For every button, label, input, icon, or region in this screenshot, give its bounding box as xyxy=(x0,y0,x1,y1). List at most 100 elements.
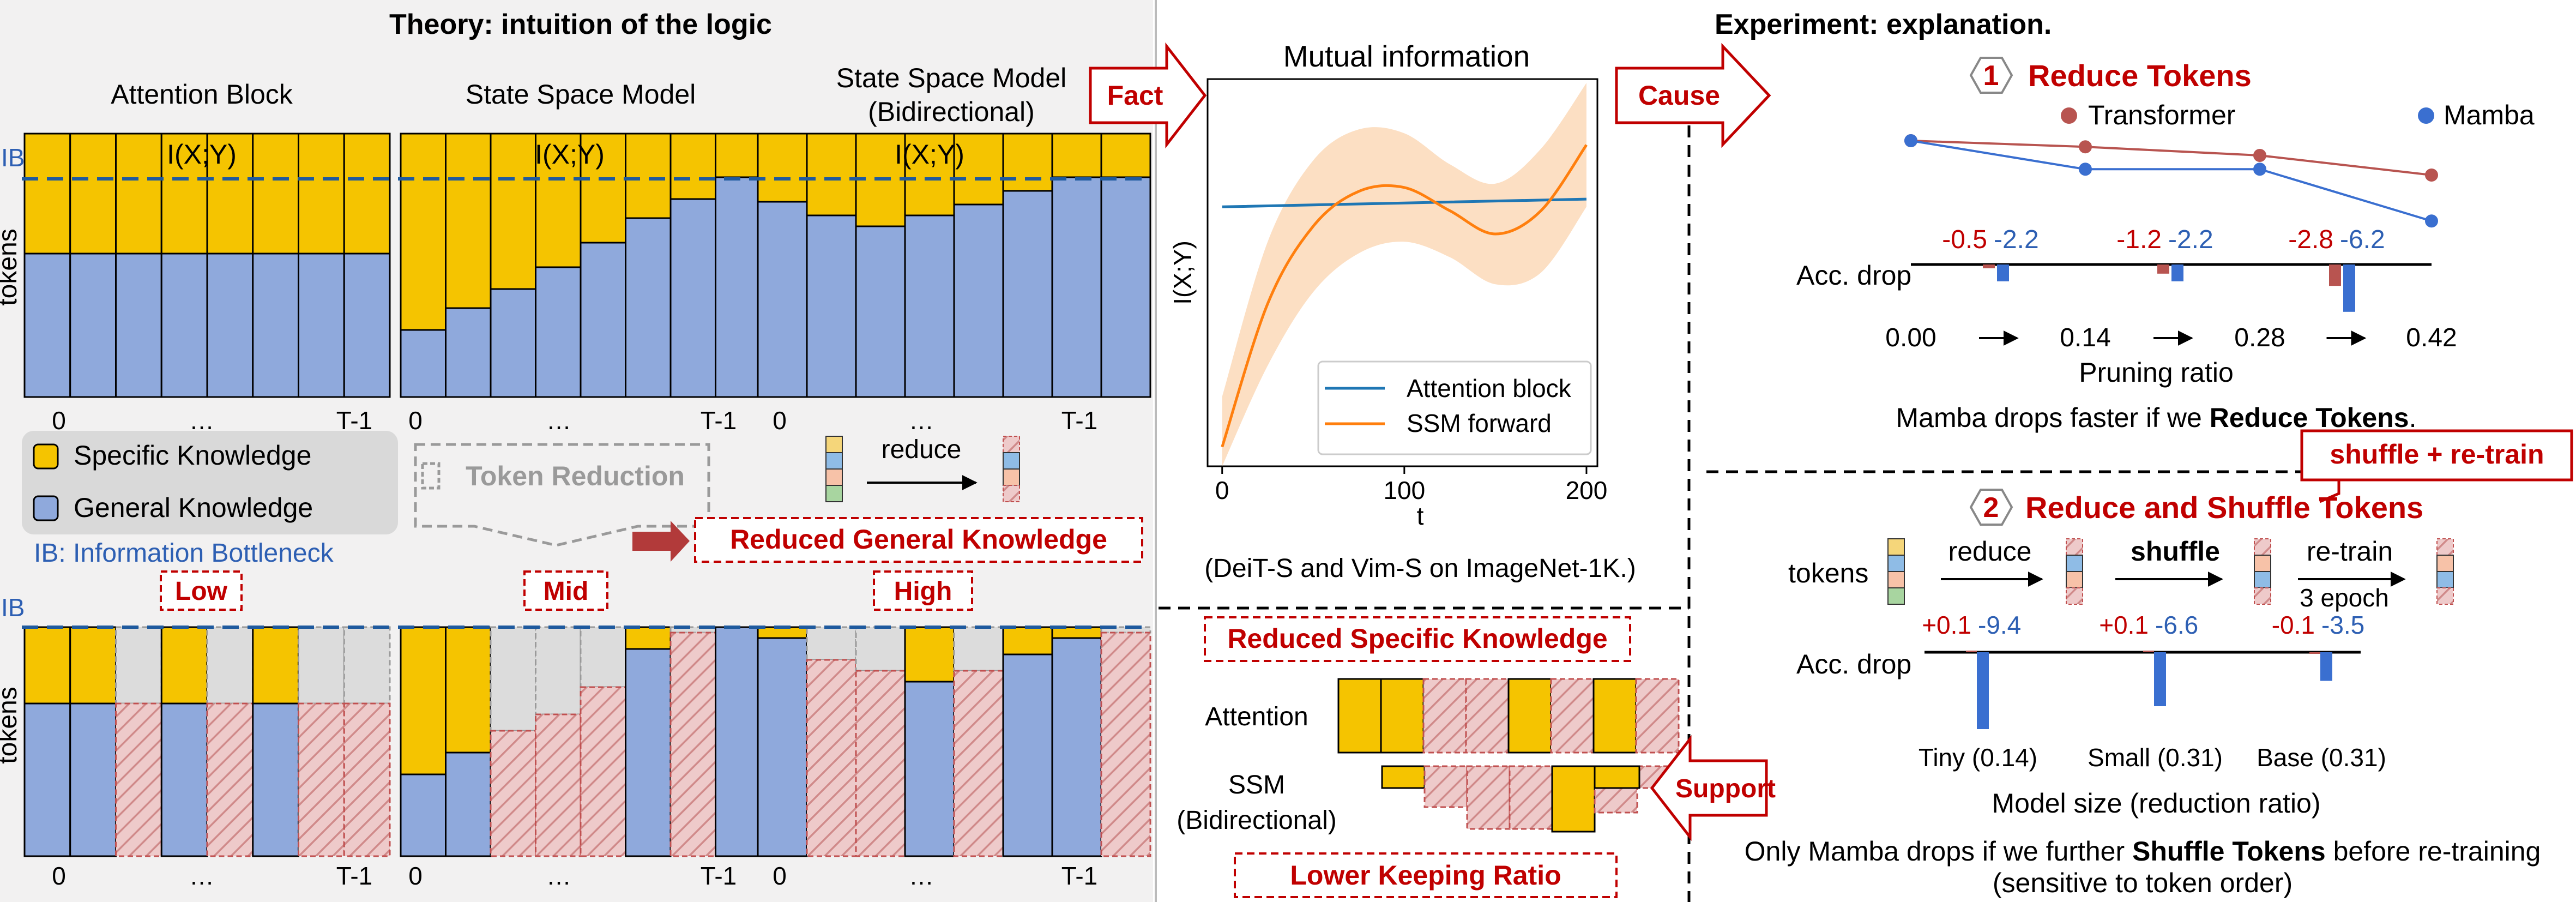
reduced-general-label: Reduced General Knowledge xyxy=(730,524,1107,555)
mamba-drop-label: -2.2 xyxy=(1994,225,2039,254)
pipeline-token-removed xyxy=(2066,538,2083,556)
mamba-drop-label: -3.5 xyxy=(2321,611,2364,639)
x-start: 0 xyxy=(52,862,66,890)
removed-specific-bar xyxy=(535,626,582,715)
reduced-specific-box xyxy=(1204,616,1631,662)
token-reduction-callout xyxy=(414,443,710,547)
mamba-drop-bar xyxy=(1977,652,1989,729)
general-bar xyxy=(445,307,492,398)
x-dots: … xyxy=(189,862,214,890)
mamba-trend-line xyxy=(1910,140,2432,223)
transformer-drop-label: -0.5 xyxy=(1942,225,1987,254)
transformer-point xyxy=(2425,169,2438,182)
level-mid-box xyxy=(523,570,608,611)
x-dots: … xyxy=(909,406,934,435)
specific-bar xyxy=(23,626,71,705)
transformer-drop-label: +0.1 xyxy=(2099,611,2149,639)
col-title-ssm-bidir-sub: (Bidirectional) xyxy=(868,97,1035,127)
experiment-title: Experiment: explanation. xyxy=(1715,9,2052,40)
transformer-drop-bar xyxy=(2329,264,2341,286)
removed-specific-bar xyxy=(298,626,345,705)
bar-group-bottom xyxy=(400,626,762,857)
pipeline-token xyxy=(1887,571,1905,588)
token-reduction-label: Token Reduction xyxy=(466,461,685,491)
removed-general-bar xyxy=(580,686,626,857)
specific-bar xyxy=(298,133,345,255)
ssm-token-kept xyxy=(1594,765,1640,789)
general-bar xyxy=(69,252,117,398)
general-bar xyxy=(1100,176,1151,398)
specific-bar xyxy=(445,626,492,754)
shuffle-retrain-box xyxy=(2300,429,2573,482)
specific-bar xyxy=(252,133,299,255)
x-tick-label: 200 xyxy=(1566,476,1608,504)
support-label: Support xyxy=(1675,774,1776,803)
specific-bar xyxy=(343,133,391,255)
pipeline-token-removed xyxy=(2436,587,2454,605)
reduce-label: reduce xyxy=(882,435,962,464)
specific-bar xyxy=(69,626,117,705)
legend-general-swatch xyxy=(33,495,59,521)
pipeline-token-removed xyxy=(2436,538,2454,556)
specific-bar xyxy=(669,133,716,200)
specific-bar xyxy=(160,133,208,255)
ixy-label-2: I(X;Y) xyxy=(535,139,605,170)
col-title-ssm: State Space Model xyxy=(466,79,696,110)
bar-group-bottom xyxy=(23,626,391,857)
specific-bar xyxy=(1051,133,1102,178)
mamba-drop-label: -2.2 xyxy=(2168,225,2213,254)
level-low-label: Low xyxy=(175,577,228,606)
keeping-ratio-diagram xyxy=(1337,678,1681,833)
specific-bar xyxy=(23,133,71,255)
general-bar xyxy=(1051,637,1102,857)
removed-specific-bar xyxy=(206,626,254,705)
general-bar xyxy=(490,288,536,398)
dataset-note: (DeiT-S and Vim-S on ImageNet-1K.) xyxy=(1204,554,1636,583)
top-x-labels: 0 … T-1 0 … T-1 0 … T-1 xyxy=(52,406,1097,435)
bar-group-bottom xyxy=(757,626,1151,857)
pruning-ratio-tick: 0.28 xyxy=(2234,323,2285,352)
attention-row-label: Attention xyxy=(1205,702,1308,731)
token-cell xyxy=(825,468,843,486)
specific-bar xyxy=(115,133,162,255)
model-size-label: Model size (reduction ratio) xyxy=(1992,788,2320,819)
caption-2-line2: (sensitive to token order) xyxy=(1993,868,2293,898)
model-size-tick: Small (0.31) xyxy=(2088,743,2223,772)
x-end: T-1 xyxy=(336,406,372,435)
shuffle-retrain-pointer xyxy=(2319,480,2340,503)
caption-2: Only Mamba drops if we further Shuffle T… xyxy=(1745,836,2541,867)
general-bar xyxy=(1002,653,1053,857)
specific-bar xyxy=(535,133,582,268)
legend-specific-label: Specific Knowledge xyxy=(74,440,311,471)
ib-label-bottom: IB xyxy=(1,593,25,622)
x-dots: … xyxy=(546,862,571,890)
col-title-attention: Attention Block xyxy=(111,79,293,110)
general-bar xyxy=(206,252,254,398)
ixy-label-1: I(X;Y) xyxy=(167,139,237,170)
removed-specific-bar xyxy=(806,626,857,661)
step1-number: 1 xyxy=(1983,60,1999,92)
legend-transformer-label: Transformer xyxy=(2088,100,2235,130)
transformer-drop-bar xyxy=(2157,264,2169,274)
col-title-ssm-bidir: State Space Model xyxy=(836,63,1067,93)
general-bar xyxy=(1002,190,1053,398)
general-bar xyxy=(160,702,208,857)
general-bar xyxy=(904,681,955,857)
tokens-axis-label-top: tokens xyxy=(0,228,22,305)
general-bar xyxy=(904,214,955,398)
removed-general-bar xyxy=(1100,632,1151,857)
legend-specific-swatch xyxy=(33,443,59,470)
pipeline-epochs-label: 3 epoch xyxy=(2300,584,2389,612)
x-start: 0 xyxy=(408,862,423,890)
general-bar xyxy=(23,702,71,857)
model-size-tick: Base (0.31) xyxy=(2257,743,2386,772)
attention-token-kept xyxy=(1337,678,1382,754)
fact-arrow xyxy=(1089,42,1207,149)
caption-1-pre: Mamba drops faster if we xyxy=(1896,402,2210,433)
removed-specific-bar xyxy=(855,626,906,672)
general-bar xyxy=(855,225,906,398)
removed-general-bar xyxy=(535,713,582,857)
lower-keeping-label: Lower Keeping Ratio xyxy=(1290,860,1561,891)
token-reduction-icon xyxy=(421,462,441,490)
